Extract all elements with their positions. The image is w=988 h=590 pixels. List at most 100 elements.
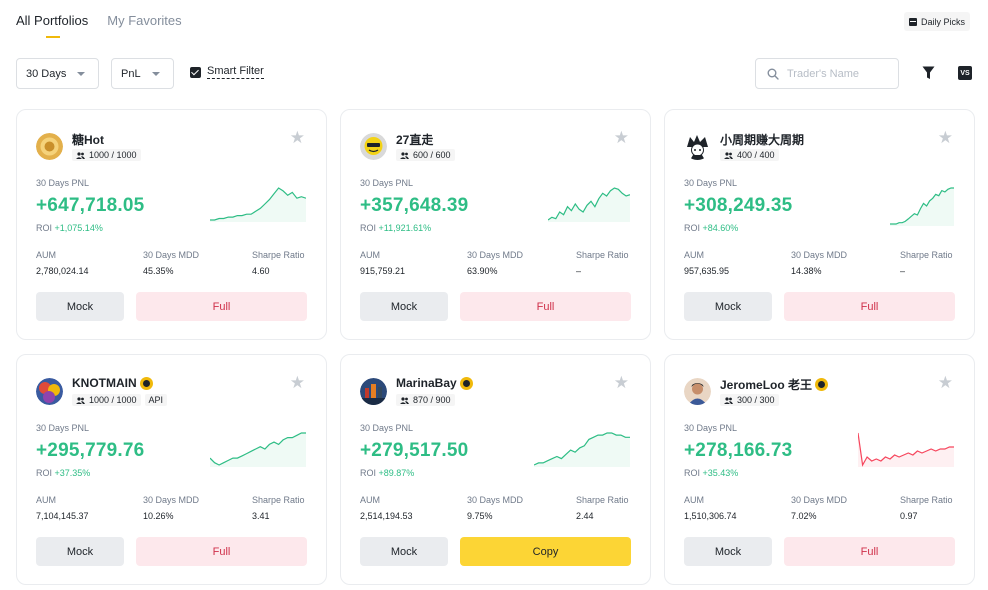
mdd-value: 7.02% [791,511,817,521]
chevron-down-icon [77,72,85,76]
mdd-value: 14.38% [791,266,822,276]
city-avatar [360,378,387,405]
sharpe-label: Sharpe Ratio [252,250,305,260]
mock-button[interactable]: Mock [36,292,124,321]
pnl-label: 30 Days PNL [684,178,738,188]
period-dropdown[interactable]: 30 Days [16,58,99,89]
tab-all-portfolios[interactable]: All Portfolios [16,13,88,38]
trader-card[interactable]: KNOTMAIN 1000 / 1000 API ★ 30 Days PNL +… [16,354,327,585]
roi-line: ROI +84.60% [684,223,738,233]
period-value: 30 Days [26,67,67,80]
search-icon [767,68,779,80]
roi-label: ROI [360,468,377,478]
sort-dropdown[interactable]: PnL [111,58,174,89]
portfolio-tabs: All Portfolios My Favorites [16,13,182,38]
pnl-sparkline [210,432,306,467]
calendar-icon [909,17,917,26]
mdd-value: 45.35% [143,266,174,276]
copier-slots: 870 / 900 [396,394,455,406]
favorite-star-icon[interactable]: ★ [937,128,953,147]
aum-label: AUM [684,250,704,260]
mdd-value: 63.90% [467,266,498,276]
mock-button[interactable]: Mock [684,292,772,321]
mock-button[interactable]: Mock [360,292,448,321]
sharpe-value: – [576,266,582,276]
trader-name[interactable]: 糖Hot [72,133,104,147]
roi-label: ROI [36,223,53,233]
roi-line: ROI +37.35% [36,468,90,478]
mdd-label: 30 Days MDD [467,250,524,260]
pnl-value: +279,517.50 [360,440,469,461]
mock-button[interactable]: Mock [684,537,772,566]
pnl-sparkline [858,432,954,467]
favorite-star-icon[interactable]: ★ [937,373,953,392]
pnl-label: 30 Days PNL [36,423,90,433]
full-button[interactable]: Full [784,537,955,566]
favorite-star-icon[interactable]: ★ [613,373,629,392]
full-button[interactable]: Full [136,292,307,321]
trader-search-box[interactable] [755,58,899,89]
full-button[interactable]: Full [460,292,631,321]
daily-picks-label: Daily Picks [921,16,966,27]
mdd-label: 30 Days MDD [143,250,200,260]
roi-label: ROI [36,468,53,478]
users-icon [76,396,85,404]
trader-card[interactable]: 小周期赚大周期 400 / 400 ★ 30 Days PNL +308,249… [664,109,975,340]
sharpe-label: Sharpe Ratio [576,495,629,505]
roi-value: +35.43% [702,468,739,478]
search-input[interactable] [787,67,887,80]
mock-button[interactable]: Mock [360,537,448,566]
sparkline-line [548,187,630,221]
favorite-star-icon[interactable]: ★ [289,373,305,392]
trader-card[interactable]: MarinaBay 870 / 900 ★ 30 Days PNL +279,5… [340,354,651,585]
mdd-value: 10.26% [143,511,174,521]
daily-picks-button[interactable]: Daily Picks [904,12,971,31]
users-icon [724,396,733,404]
slots-count: 300 / 300 [737,395,775,405]
smart-filter-toggle[interactable]: Smart Filter [190,65,264,79]
aum-value: 2,780,024.14 [36,266,89,276]
compare-vs-button[interactable]: VS [958,66,972,80]
trader-name[interactable]: MarinaBay [396,376,473,390]
aum-label: AUM [360,250,380,260]
sparkline-area [210,188,306,222]
roi-line: ROI +35.43% [684,468,738,478]
copy-button[interactable]: Copy [460,537,631,566]
trader-name[interactable]: 27直走 [396,133,434,147]
roi-label: ROI [360,223,377,233]
trader-name[interactable]: JeromeLoo 老王 [720,376,829,393]
full-button[interactable]: Full [784,292,955,321]
person-avatar [684,378,711,405]
trader-card[interactable]: JeromeLoo 老王 300 / 300 ★ 30 Days PNL +27… [664,354,975,585]
trader-card[interactable]: 27直走 600 / 600 ★ 30 Days PNL +357,648.39… [340,109,651,340]
full-button[interactable]: Full [136,537,307,566]
favorite-star-icon[interactable]: ★ [289,128,305,147]
pnl-sparkline [210,187,306,222]
filter-icon[interactable] [922,66,935,80]
pnl-label: 30 Days PNL [684,423,738,433]
trader-card[interactable]: 糖Hot 1000 / 1000 ★ 30 Days PNL +647,718.… [16,109,327,340]
smart-filter-label: Smart Filter [207,65,264,79]
smiley-avatar [360,133,387,160]
mdd-value: 9.75% [467,511,493,521]
sparkline-line [210,187,306,221]
aum-value: 957,635.95 [684,266,730,276]
tab-my-favorites[interactable]: My Favorites [107,13,182,28]
aum-label: AUM [36,495,56,505]
sparkline-line [858,432,954,467]
trader-name[interactable]: KNOTMAIN [72,376,153,390]
sparkline-line [890,187,954,225]
pnl-sparkline [534,432,630,467]
sparkline-area [534,433,630,467]
sharpe-value: – [900,266,906,276]
sharpe-value: 3.41 [252,511,270,521]
sharpe-value: 2.44 [576,511,594,521]
copier-slots: 1000 / 1000 [72,149,141,161]
roi-value: +84.60% [702,223,739,233]
chevron-down-icon [152,72,160,76]
aum-value: 1,510,306.74 [684,511,737,521]
mock-button[interactable]: Mock [36,537,124,566]
favorite-star-icon[interactable]: ★ [613,128,629,147]
trader-name[interactable]: 小周期赚大周期 [720,133,805,147]
smart-filter-checkbox[interactable] [190,66,201,78]
